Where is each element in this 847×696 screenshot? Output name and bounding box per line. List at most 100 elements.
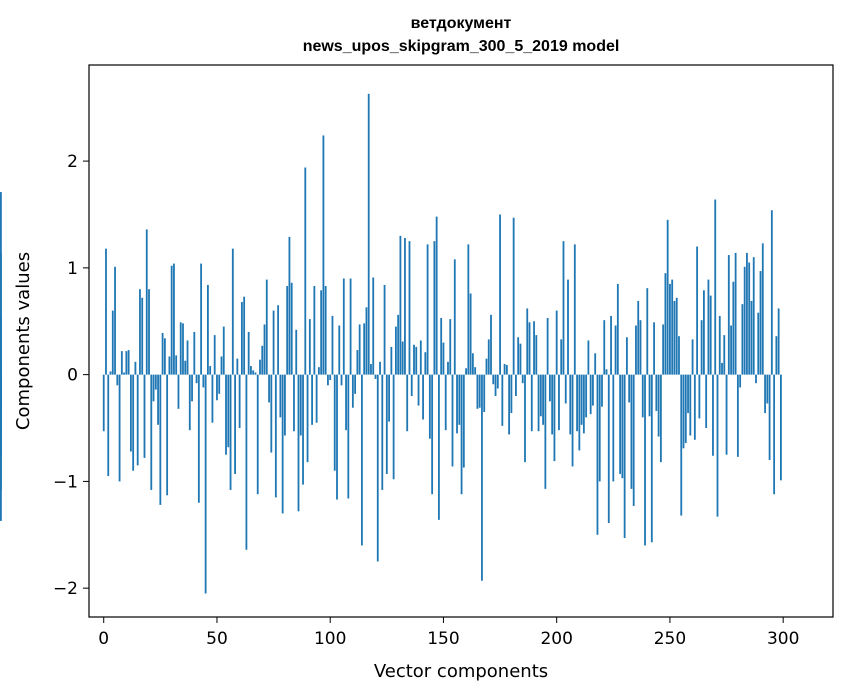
bar [743,266,746,375]
bar [311,374,313,425]
bar [338,325,341,375]
bar [288,236,291,375]
bar [664,273,667,375]
bar [175,355,178,375]
bar [107,374,110,477]
bar [453,259,456,375]
bar [761,243,764,375]
bar [143,374,146,458]
bar [265,279,268,375]
bar [197,374,200,503]
bar [222,326,225,375]
bar [469,293,472,375]
bar [490,314,492,375]
x-tick-label: 300 [767,629,799,649]
bar [508,374,511,435]
bar [200,263,203,375]
bar [533,321,535,375]
bar [351,374,354,408]
bar [129,374,132,452]
bar [188,374,191,431]
bar [589,374,592,415]
bar [748,262,751,375]
bar [431,374,434,495]
bar [644,374,646,546]
bar [544,374,547,489]
bar [333,374,336,471]
bar [567,279,569,375]
bar [254,372,257,375]
bar [320,290,323,375]
bar [274,374,277,498]
bar [637,300,640,375]
y-tick-label: 1 [67,259,78,279]
bar [510,374,513,414]
bar [118,374,121,482]
bar [703,290,705,375]
bar [245,374,248,550]
bar [653,322,655,375]
bar [648,374,651,417]
x-tick-label: 150 [427,629,459,649]
bar [331,315,334,375]
bar [444,374,447,431]
bar [356,350,359,375]
bar [727,255,730,375]
bar [449,319,452,375]
bar [247,331,250,375]
bar [114,266,116,375]
y-tick-label: 2 [67,152,78,172]
bar [603,320,606,375]
bar [759,271,762,375]
bar [358,324,361,375]
bar [295,329,298,375]
bar [374,374,377,379]
bar [775,336,778,375]
bar [216,374,218,401]
chart-title-line-1: ветдокумент [411,15,512,32]
bar [601,374,603,407]
bar [408,241,411,375]
bar [277,305,280,375]
bar [417,374,420,406]
bar [616,283,619,375]
bar [725,374,728,455]
bar [317,367,320,375]
bar [693,374,696,440]
bar [512,217,515,375]
bar [120,351,123,375]
bar [261,345,264,375]
bar [415,346,418,375]
bar [193,331,196,375]
bar [136,374,139,466]
bar [605,369,608,375]
bar [691,339,694,375]
bar [746,252,748,375]
bar [460,374,463,495]
bar [582,374,585,434]
bar [410,374,413,396]
bar [268,374,270,403]
bar [689,374,692,436]
bar [426,244,429,375]
bar [401,341,404,375]
bar [225,374,227,455]
bar [662,324,665,375]
bar [372,277,375,375]
bar [718,315,721,375]
bar [675,297,678,375]
y-axis-label: Components values [13,252,34,430]
bar [551,374,554,435]
y-tick-label: −1 [53,472,78,492]
bar [286,286,289,375]
bar [592,374,594,406]
bar [394,326,397,375]
bar [462,374,465,468]
bar [438,374,440,520]
bar [327,374,329,386]
bar [632,374,635,506]
bar [546,318,549,375]
bar [707,279,710,375]
bar [345,374,347,431]
